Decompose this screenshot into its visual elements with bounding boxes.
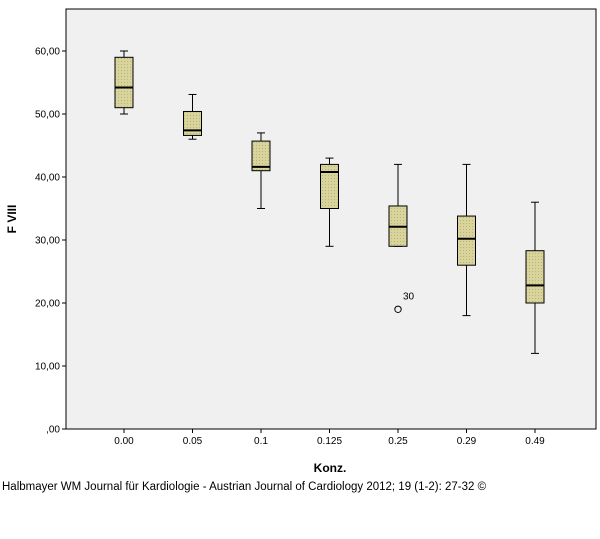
x-tick-label: 0.00 (114, 436, 134, 447)
x-axis-title: Konz. (314, 461, 347, 475)
box-0.25 (388, 163, 408, 247)
y-tick-label: 20,00 (35, 299, 60, 310)
box-0.00 (114, 50, 134, 115)
box-series: 30 (114, 50, 545, 354)
y-tick-label: 50,00 (35, 110, 60, 121)
iqr-box (183, 110, 202, 136)
x-tick-label: 0.05 (183, 436, 203, 447)
y-axis-title: F VIII (5, 205, 19, 234)
x-tick-label: 0.125 (317, 436, 342, 447)
y-axis: ,00 10,00 20,00 30,00 40,00 50,00 60,00 (35, 47, 66, 436)
y-tick-label: 10,00 (35, 362, 60, 373)
y-tick-label: 40,00 (35, 173, 60, 184)
iqr-box (525, 250, 545, 304)
iqr-box (457, 215, 476, 266)
y-tick-label: 30,00 (35, 236, 60, 247)
box-0.05 (183, 93, 202, 140)
box-0.49 (525, 201, 545, 354)
x-axis: 0.00 0.05 0.1 0.125 0.25 0.29 0.49 (114, 429, 545, 447)
iqr-box (251, 140, 271, 172)
box-0.1 (251, 132, 271, 209)
x-tick-label: 0.1 (254, 436, 268, 447)
x-tick-label: 0.49 (525, 436, 545, 447)
y-tick-label: ,00 (46, 425, 60, 436)
y-tick-label: 60,00 (35, 47, 60, 58)
outlier-point (394, 305, 402, 313)
x-tick-label: 0.25 (388, 436, 408, 447)
source-credit: Halbmayer WM Journal für Kardiologie - A… (2, 481, 487, 493)
outlier-label: 30 (403, 291, 415, 302)
plot-area (65, 8, 597, 430)
box-0.125 (320, 157, 339, 247)
iqr-box (114, 56, 134, 109)
iqr-box (320, 163, 339, 209)
box-0.29 (457, 163, 476, 317)
x-tick-label: 0.29 (457, 436, 477, 447)
